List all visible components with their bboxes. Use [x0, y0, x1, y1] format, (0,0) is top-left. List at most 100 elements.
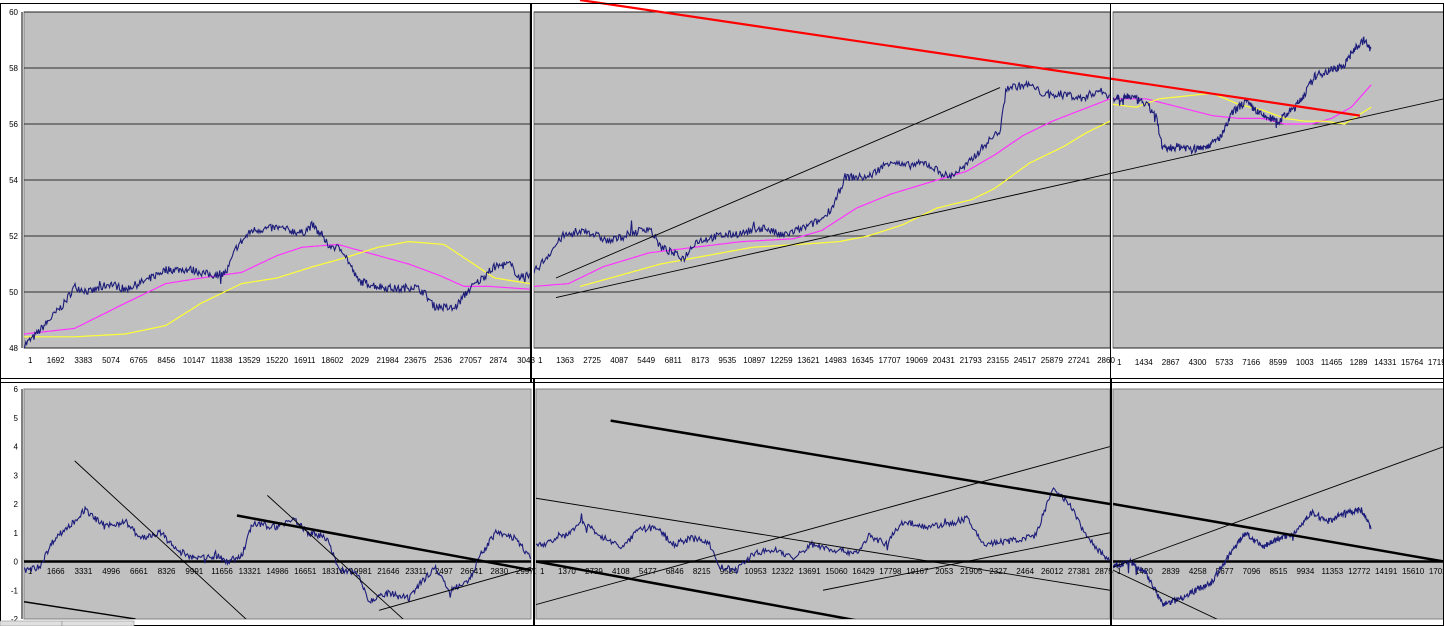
series-group	[1113, 36, 1372, 155]
x-tick-label: 16911	[294, 356, 316, 365]
ma-slow-line	[579, 120, 1110, 287]
x-tick-label: 1289	[1350, 358, 1368, 367]
x-tick-label: 3383	[74, 356, 92, 365]
x-tick-label: 1434	[1135, 358, 1153, 367]
x-tick-label: 21905	[960, 567, 983, 576]
x-tick-label: 18602	[321, 356, 344, 365]
x-tick-label: 16345	[851, 356, 874, 365]
x-tick-label: 7166	[1242, 358, 1260, 367]
trendline	[610, 419, 1110, 506]
x-tick-label: 2867	[1162, 358, 1180, 367]
x-tick-label: 8515	[1270, 567, 1288, 576]
x-tick-label: 9934	[1297, 567, 1315, 576]
oscillator-series	[536, 487, 1110, 575]
x-tick-label: 9584	[720, 567, 738, 576]
x-tick-label: 23675	[404, 356, 427, 365]
x-tick-label: 16429	[852, 567, 875, 576]
y-tick-label: 5	[14, 414, 19, 423]
x-tick-label: 19069	[906, 356, 929, 365]
x-tick-label: 27381	[1068, 567, 1091, 576]
x-tick-label: 14331	[1374, 358, 1397, 367]
y-tick-label: -1	[11, 586, 19, 595]
x-tick-label: 16651	[294, 567, 317, 576]
x-tick-label: 21984	[377, 356, 400, 365]
x-tick-label: 14986	[266, 567, 289, 576]
x-tick-label: 1	[1117, 567, 1122, 576]
plot-area	[535, 388, 1111, 620]
series-group	[536, 419, 1110, 619]
x-tick-label: 12259	[770, 356, 793, 365]
x-tick-label: 27241	[1068, 356, 1091, 365]
x-tick-label: 4996	[102, 567, 120, 576]
x-tick-label: 3331	[75, 567, 93, 576]
x-tick-label: 2327	[989, 567, 1007, 576]
x-tick-label: 10147	[183, 356, 206, 365]
x-tick-label: 5074	[102, 356, 120, 365]
sheet-tab	[61, 620, 135, 626]
x-tick-label: 11353	[1322, 567, 1344, 576]
x-tick-label: 1363	[556, 356, 574, 365]
trendline	[1113, 502, 1444, 563]
trendline	[1113, 569, 1218, 619]
x-tick-label: 18316	[322, 567, 345, 576]
x-tick-label: 20431	[933, 356, 956, 365]
x-tick-label: 1370	[558, 567, 576, 576]
plot-area	[1112, 388, 1444, 620]
x-tick-label: 23155	[987, 356, 1010, 365]
price-series	[24, 220, 530, 348]
x-tick-label: 23311	[405, 567, 427, 576]
series-group	[24, 220, 530, 348]
x-tick-label: 3043	[517, 356, 535, 365]
x-tick-label: 4300	[1189, 358, 1207, 367]
x-tick-label: 21793	[960, 356, 983, 365]
x-tick-label: 21646	[377, 567, 400, 576]
x-tick-label: 15060	[825, 567, 848, 576]
y-tick-label: 2	[14, 500, 19, 509]
x-tick-label: 8456	[157, 356, 175, 365]
series-group	[534, 79, 1110, 287]
y-tick-label: 56	[9, 120, 18, 129]
x-tick-label: 29971	[516, 567, 539, 576]
x-tick-label: 11656	[211, 567, 233, 576]
x-tick-label: 17029	[1429, 567, 1444, 576]
x-tick-label: 1	[28, 567, 33, 576]
x-tick-label: 1	[540, 567, 545, 576]
x-tick-label: 10897	[743, 356, 766, 365]
x-tick-label: 27057	[460, 356, 483, 365]
x-tick-label: 15220	[266, 356, 289, 365]
price-series	[1113, 36, 1372, 155]
top-panel: 48 50 52 54 56 58 60 1 1692 3383 5074 6765 8456 10147…	[9, 0, 1444, 367]
ma-fast-line	[1113, 84, 1372, 125]
x-tick-label: 2839	[1162, 567, 1180, 576]
y-tick-label: 4	[14, 443, 19, 452]
trendline	[24, 601, 136, 619]
x-tick-label: 12772	[1348, 567, 1371, 576]
x-tick-label: 2874	[489, 356, 507, 365]
x-tick-label: 1	[1117, 358, 1122, 367]
trendline	[822, 532, 1110, 591]
y-tick-label: 50	[9, 288, 18, 297]
x-tick-label: 6765	[130, 356, 148, 365]
price-section-2: 1 1363 2725 4087 5449 6811 8173 9535 10897 12259 1…	[533, 11, 1115, 365]
x-tick-label: 1666	[47, 567, 65, 576]
oscillator-section-1: -2-1012345611666333149966661832699911165…	[11, 385, 539, 624]
oscillator-series	[24, 505, 531, 605]
x-tick-label: 2464	[1016, 567, 1034, 576]
y-tick-label: 58	[9, 64, 18, 73]
x-tick-label: 1	[28, 356, 33, 365]
x-tick-label: 17197	[1428, 358, 1444, 367]
x-tick-label: 13529	[238, 356, 261, 365]
x-tick-label: 5733	[1215, 358, 1233, 367]
x-tick-label: 8173	[691, 356, 709, 365]
x-tick-label: 8599	[1269, 358, 1287, 367]
x-tick-label: 2029	[351, 356, 369, 365]
y-tick-label: 0	[14, 558, 19, 567]
x-tick-label: 13621	[797, 356, 820, 365]
price-section-1: 48 50 52 54 56 58 60 1 1692 3383 5074 6765 8456 10147…	[9, 8, 535, 365]
price-section-3: 1 1434 2867 4300 5733 7166 8599 1003 11465 1289 14…	[1112, 11, 1444, 367]
x-tick-label: 25879	[1041, 356, 1064, 365]
oscillator-series	[1113, 507, 1372, 607]
y-tick-label: 3	[14, 471, 19, 480]
support-trendline	[555, 98, 1444, 299]
